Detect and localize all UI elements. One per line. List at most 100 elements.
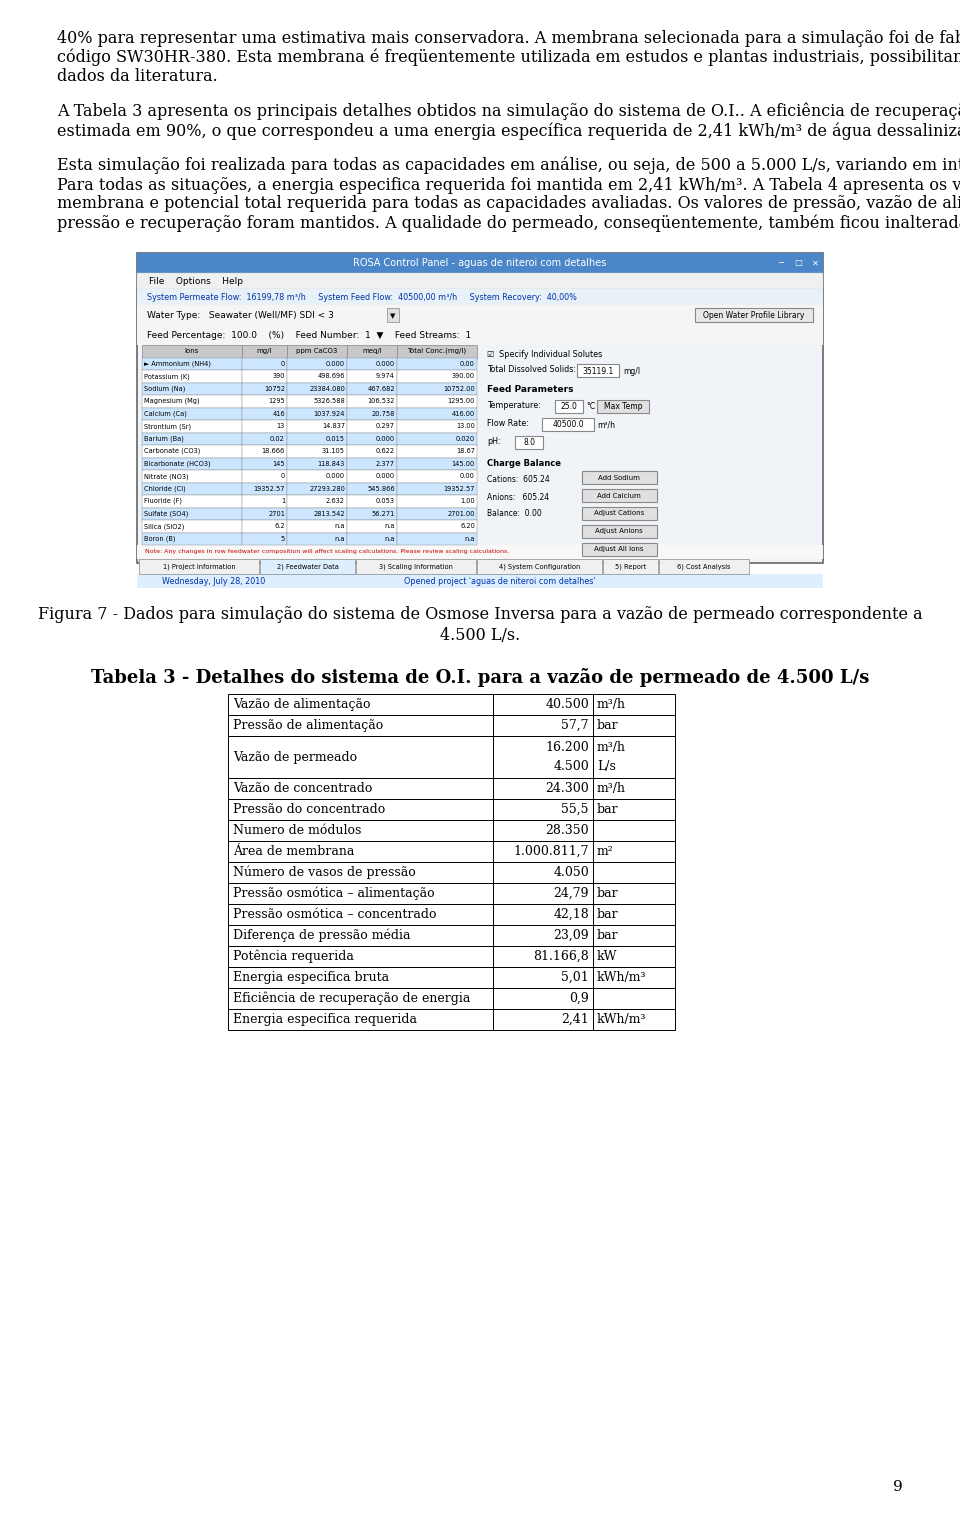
Text: 57,7: 57,7 xyxy=(562,719,589,732)
Bar xyxy=(228,777,493,799)
Bar xyxy=(228,820,493,841)
Text: 0.053: 0.053 xyxy=(376,498,395,504)
Bar xyxy=(228,715,493,736)
Bar xyxy=(242,407,287,421)
Bar xyxy=(142,383,242,395)
Bar xyxy=(593,863,675,882)
Text: kWh/m³: kWh/m³ xyxy=(597,971,646,985)
Text: Energia especifica bruta: Energia especifica bruta xyxy=(233,971,389,985)
Bar xyxy=(242,383,287,395)
Bar xyxy=(493,799,593,820)
Bar xyxy=(228,863,493,882)
Text: Adjust Anions: Adjust Anions xyxy=(595,529,643,535)
Text: Adjust Cations: Adjust Cations xyxy=(594,511,644,517)
Bar xyxy=(228,904,493,925)
Text: Área de membrana: Área de membrana xyxy=(233,844,354,858)
Text: dados da literatura.: dados da literatura. xyxy=(57,69,218,85)
Text: m³/h: m³/h xyxy=(597,698,626,712)
Bar xyxy=(242,421,287,433)
Bar xyxy=(347,520,397,532)
Bar xyxy=(242,358,287,370)
Bar xyxy=(287,344,347,358)
Bar xyxy=(397,370,477,383)
Text: Calcium (Ca): Calcium (Ca) xyxy=(144,410,187,418)
Bar xyxy=(287,358,347,370)
Bar xyxy=(347,407,397,421)
Text: 24,79: 24,79 xyxy=(554,887,589,901)
Bar xyxy=(593,925,675,946)
Text: −: − xyxy=(778,259,784,268)
Text: m³/h: m³/h xyxy=(597,741,626,754)
Text: n.a: n.a xyxy=(334,523,345,529)
Bar xyxy=(593,693,675,715)
Text: Pressão de alimentação: Pressão de alimentação xyxy=(233,719,383,732)
Bar xyxy=(142,433,242,445)
Bar xyxy=(137,253,823,562)
Bar xyxy=(137,575,823,588)
Text: 35119.1: 35119.1 xyxy=(583,366,613,375)
Bar xyxy=(287,532,347,546)
Bar xyxy=(142,395,242,407)
Bar xyxy=(228,882,493,904)
Text: 13: 13 xyxy=(276,424,285,430)
Text: Charge Balance: Charge Balance xyxy=(487,459,561,468)
Text: 31.105: 31.105 xyxy=(322,448,345,454)
Text: n.a: n.a xyxy=(385,523,395,529)
Text: 390.00: 390.00 xyxy=(452,373,475,379)
Bar xyxy=(582,543,657,556)
Bar xyxy=(260,559,355,575)
Bar xyxy=(397,469,477,483)
Text: 40% para representar uma estimativa mais conservadora. A membrana selecionada pa: 40% para representar uma estimativa mais… xyxy=(57,30,960,47)
Bar xyxy=(137,305,823,328)
Text: Temperature:: Temperature: xyxy=(487,401,540,410)
Bar xyxy=(242,532,287,546)
Bar xyxy=(142,532,242,546)
Text: Numero de módulos: Numero de módulos xyxy=(233,824,361,837)
Bar xyxy=(228,799,493,820)
Bar xyxy=(347,344,397,358)
Bar xyxy=(493,968,593,988)
Bar xyxy=(347,433,397,445)
Bar xyxy=(347,358,397,370)
Text: 19352.57: 19352.57 xyxy=(444,486,475,492)
Text: 2701.00: 2701.00 xyxy=(447,511,475,517)
Bar xyxy=(593,736,675,777)
Bar xyxy=(493,1009,593,1030)
Bar xyxy=(493,693,593,715)
Text: 145: 145 xyxy=(273,460,285,466)
Text: ppm CaCO3: ppm CaCO3 xyxy=(297,349,338,354)
Text: Total Conc.(mg/l): Total Conc.(mg/l) xyxy=(407,347,467,355)
Bar xyxy=(493,946,593,968)
Text: File    Options    Help: File Options Help xyxy=(149,276,243,285)
Text: 1295: 1295 xyxy=(268,398,285,404)
Text: 0.000: 0.000 xyxy=(325,361,345,367)
Text: 9: 9 xyxy=(893,1480,903,1494)
Text: ROSA Control Panel - aguas de niteroi com detalhes: ROSA Control Panel - aguas de niteroi co… xyxy=(353,258,607,268)
Text: 13.00: 13.00 xyxy=(456,424,475,430)
Text: 0: 0 xyxy=(280,474,285,479)
Bar xyxy=(493,736,593,777)
Text: código SW30HR-380. Esta membrana é freqüentemente utilizada em estudos e plantas: código SW30HR-380. Esta membrana é freqü… xyxy=(57,49,960,67)
Bar xyxy=(139,559,259,575)
Bar xyxy=(515,436,543,450)
Bar xyxy=(228,693,493,715)
Text: n.a: n.a xyxy=(385,536,395,541)
Bar xyxy=(242,495,287,507)
Bar xyxy=(287,407,347,421)
Text: 24.300: 24.300 xyxy=(545,782,589,796)
Bar xyxy=(287,383,347,395)
Text: 9.974: 9.974 xyxy=(376,373,395,379)
Text: 5) Report: 5) Report xyxy=(614,564,646,570)
Bar xyxy=(593,946,675,968)
Bar xyxy=(142,445,242,457)
Text: Eficiência de recuperação de energia: Eficiência de recuperação de energia xyxy=(233,992,470,1006)
Text: bar: bar xyxy=(597,887,618,901)
Text: 2.377: 2.377 xyxy=(376,460,395,466)
Bar xyxy=(593,988,675,1009)
Bar xyxy=(603,559,658,575)
Bar xyxy=(397,532,477,546)
Text: Energia especifica requerida: Energia especifica requerida xyxy=(233,1013,417,1026)
Text: Anions:   605.24: Anions: 605.24 xyxy=(487,492,549,501)
Text: 545.866: 545.866 xyxy=(368,486,395,492)
Text: 8.0: 8.0 xyxy=(523,437,535,447)
